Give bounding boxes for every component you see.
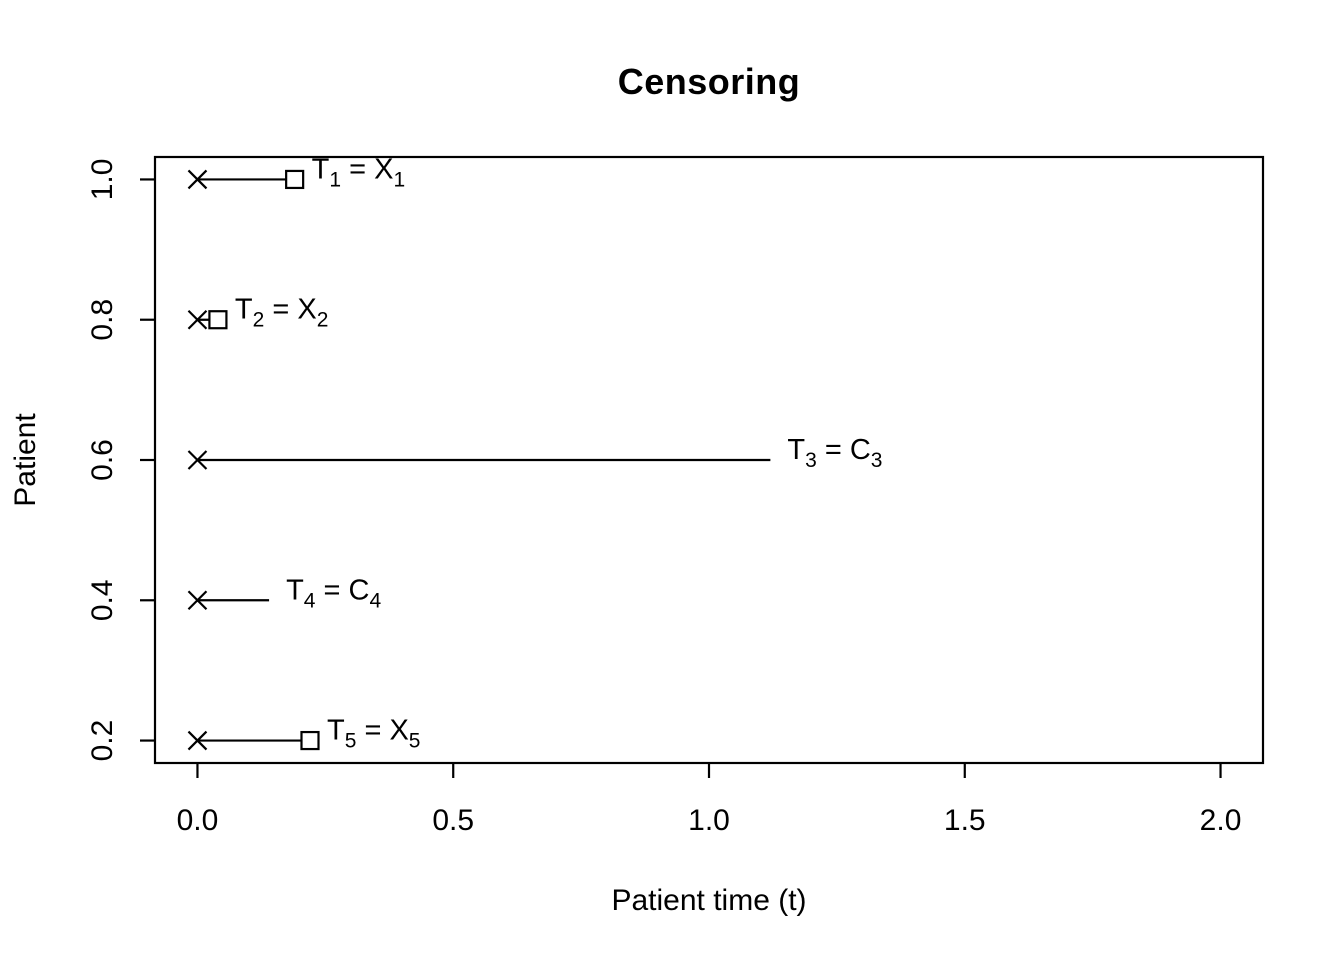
x-tick-label: 2.0 bbox=[1200, 804, 1242, 837]
y-tick-label: 0.6 bbox=[86, 439, 119, 481]
y-tick-label: 0.2 bbox=[86, 720, 119, 762]
patient-5-event-square-marker bbox=[300, 730, 320, 751]
y-tick-label: 0.8 bbox=[86, 299, 119, 341]
patient-1-start-cross-marker bbox=[187, 169, 208, 190]
x-tick-label: 0.0 bbox=[177, 804, 219, 837]
patient-2-event-square-marker bbox=[208, 310, 228, 330]
x-tick-label: 1.0 bbox=[688, 804, 730, 837]
patient-4-start-cross-marker bbox=[187, 590, 208, 611]
patient-5-start-cross-marker bbox=[187, 730, 208, 751]
patient-3-start-cross-marker bbox=[187, 450, 208, 470]
chart-title: Censoring bbox=[617, 61, 801, 102]
patient-1-label: T1 = X1 bbox=[312, 153, 406, 191]
y-axis-label: Patient bbox=[9, 413, 42, 507]
x-axis-label: Patient time (t) bbox=[611, 884, 807, 917]
patient-2-label: T2 = X2 bbox=[235, 294, 329, 332]
patient-3-label: T3 = C3 bbox=[787, 434, 882, 472]
x-tick-label: 0.5 bbox=[432, 804, 474, 837]
y-tick-label: 0.4 bbox=[86, 579, 119, 621]
patient-5-label: T5 = X5 bbox=[327, 715, 421, 753]
patient-1-event-square-marker bbox=[285, 169, 305, 190]
patient-2-start-cross-marker bbox=[187, 309, 208, 330]
y-tick-label: 1.0 bbox=[86, 159, 119, 201]
patient-4-label: T4 = C4 bbox=[286, 574, 381, 612]
x-tick-label: 1.5 bbox=[944, 804, 986, 837]
